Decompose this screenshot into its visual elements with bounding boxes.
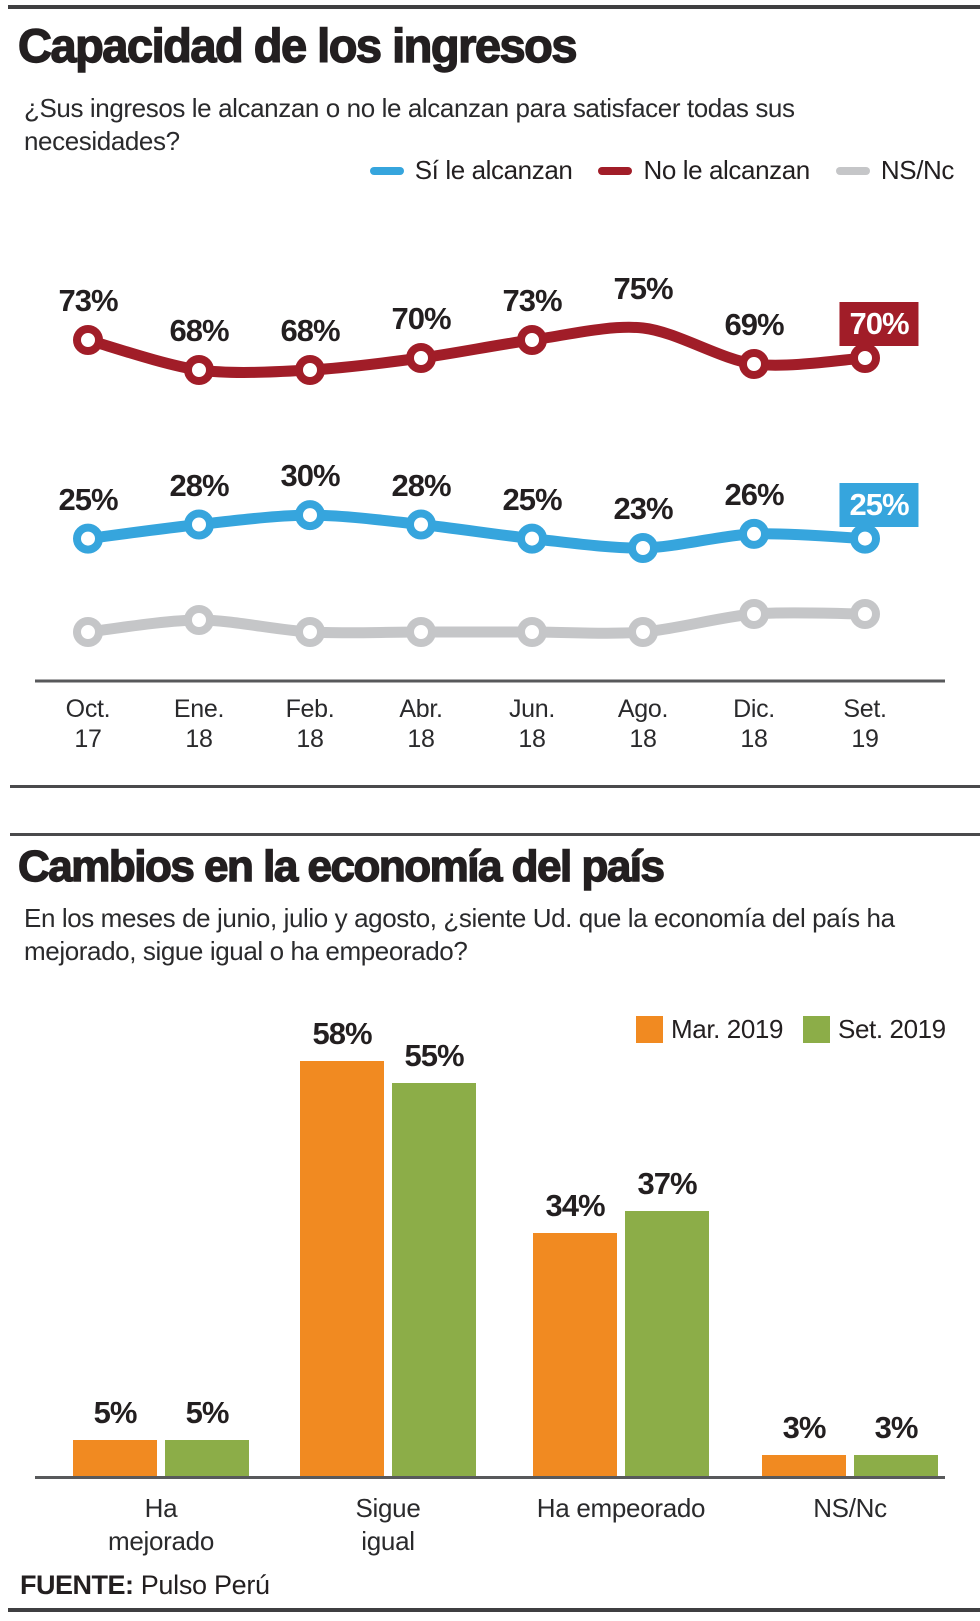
top-divider xyxy=(8,5,980,9)
bar-mar-2019 xyxy=(73,1440,157,1476)
source-credit: FUENTE: Pulso Perú xyxy=(20,1570,270,1601)
bar-value-label: 34% xyxy=(545,1188,605,1223)
bar-set-2019 xyxy=(392,1083,476,1476)
orange-square-legend-icon xyxy=(636,1016,663,1043)
data-point-marker xyxy=(628,533,658,563)
source-name: Pulso Perú xyxy=(140,1570,270,1600)
legend-item-set-2019: Set. 2019 xyxy=(803,1014,946,1045)
data-point-marker xyxy=(295,617,325,647)
data-point-marker xyxy=(850,343,880,373)
bar-value-label: 3% xyxy=(782,1410,827,1445)
legend-label: NS/Nc xyxy=(880,155,955,185)
economy-chart-question: En los meses de junio, julio y agosto, ¿… xyxy=(24,903,895,967)
x-axis-tick-label: Ago. 18 xyxy=(617,695,669,753)
gray-line-legend-dash-icon xyxy=(835,166,870,175)
income-chart-title: Capacidad de los ingresos xyxy=(17,18,578,72)
x-axis-tick-label: Dic. 18 xyxy=(733,695,775,753)
data-point-marker xyxy=(295,500,325,531)
data-point-marker xyxy=(517,325,547,355)
section-divider-bottom xyxy=(10,833,980,836)
data-point-marker xyxy=(184,605,214,635)
category-label: Sigue igual xyxy=(355,1493,421,1556)
data-point-marker xyxy=(850,523,880,554)
green-square-legend-icon xyxy=(803,1016,831,1043)
bar-value-label: 3% xyxy=(874,1410,919,1445)
bar-value-label: 37% xyxy=(637,1166,697,1201)
x-axis-tick-label: Set. 19 xyxy=(843,695,887,753)
category-label: NS/Nc xyxy=(813,1493,887,1523)
data-point-marker xyxy=(295,355,325,385)
data-point-marker xyxy=(73,325,103,355)
x-axis-tick-label: Abr. 18 xyxy=(399,695,443,753)
data-point-marker xyxy=(73,617,103,647)
income-chart-question: ¿Sus ingresos le alcanzan o no le alcanz… xyxy=(24,93,795,157)
bar-mar-2019 xyxy=(300,1061,384,1476)
bar-mar-2019 xyxy=(533,1233,617,1476)
legend-label: No le alcanzan xyxy=(643,155,810,185)
data-point-marker xyxy=(406,617,436,647)
bar-set-2019 xyxy=(165,1440,249,1476)
data-point-marker xyxy=(73,523,103,554)
data-point-marker xyxy=(850,599,880,629)
bottom-divider xyxy=(8,1608,980,1612)
section-divider-top xyxy=(10,785,980,788)
x-axis-tick-label: Oct. 17 xyxy=(65,695,111,753)
bar-set-2019 xyxy=(625,1211,709,1476)
legend-label: Sí le alcanzan xyxy=(414,155,573,185)
legend-label: Set. 2019 xyxy=(838,1014,946,1044)
bar-value-label: 55% xyxy=(404,1038,464,1073)
data-point-marker xyxy=(184,509,214,540)
bar-value-label: 5% xyxy=(93,1395,138,1430)
data-point-marker xyxy=(517,523,547,554)
data-point-marker xyxy=(406,509,436,540)
data-point-marker xyxy=(739,599,769,629)
data-point-marker xyxy=(184,355,214,385)
x-axis-tick-label: Ene. 18 xyxy=(173,695,225,753)
source-label: FUENTE: xyxy=(20,1570,134,1600)
data-point-marker xyxy=(406,343,436,373)
bar-value-label: 5% xyxy=(185,1395,230,1430)
legend-item-si-le-alcanzan: Sí le alcanzan xyxy=(369,155,573,186)
data-point-marker xyxy=(517,617,547,647)
blue-line-legend-dash-icon xyxy=(369,166,404,175)
category-label: Ha empeorado xyxy=(536,1493,706,1523)
data-point-marker xyxy=(628,617,658,647)
income-chart-legend: Sí le alcanzan No le alcanzan NS/Nc xyxy=(369,155,955,186)
economy-chart-title: Cambios en la economía del país xyxy=(17,841,665,891)
income-line-chart-canvas xyxy=(35,321,945,683)
legend-item-mar-2019: Mar. 2019 xyxy=(636,1014,783,1045)
legend-item-no-le-alcanzan: No le alcanzan xyxy=(598,155,810,186)
x-axis-tick-label: Feb. 18 xyxy=(285,695,335,753)
bar-chart-axis-line xyxy=(35,1476,945,1479)
legend-item-ns-nc: NS/Nc xyxy=(835,155,955,186)
category-label: Ha mejorado xyxy=(108,1493,214,1556)
economy-chart-legend: Mar. 2019 Set. 2019 xyxy=(636,1014,946,1045)
bar-mar-2019 xyxy=(762,1455,846,1476)
data-point-marker xyxy=(739,349,769,379)
red-line-legend-dash-icon xyxy=(598,166,633,175)
x-axis-tick-label: Jun. 18 xyxy=(508,695,556,753)
bar-value-label: 58% xyxy=(312,1016,372,1051)
bar-set-2019 xyxy=(854,1455,938,1476)
legend-label: Mar. 2019 xyxy=(671,1014,784,1044)
data-point-marker xyxy=(739,518,769,549)
